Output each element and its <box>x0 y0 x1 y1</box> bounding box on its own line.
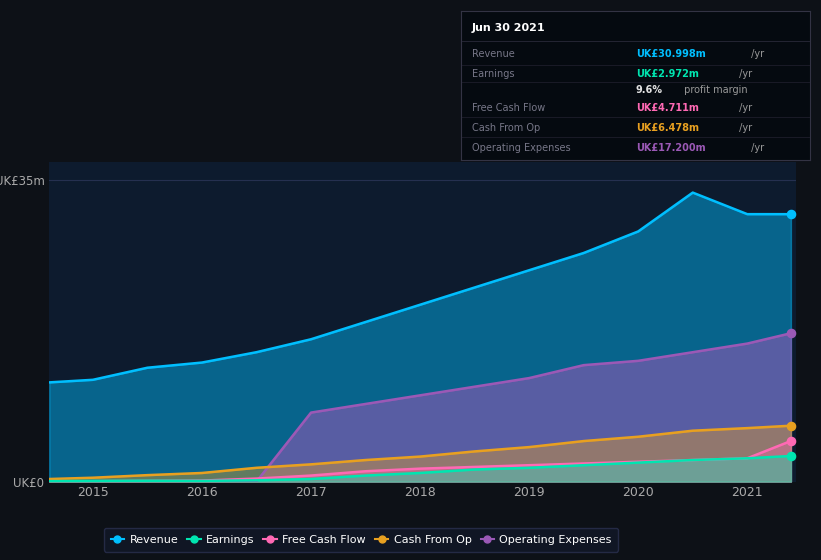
Text: UK£17.200m: UK£17.200m <box>636 143 705 153</box>
Text: Earnings: Earnings <box>472 68 515 78</box>
Text: UK£2.972m: UK£2.972m <box>636 68 699 78</box>
Text: Jun 30 2021: Jun 30 2021 <box>472 23 545 33</box>
Point <box>784 329 797 338</box>
Text: /yr: /yr <box>736 102 753 113</box>
Text: /yr: /yr <box>736 123 753 133</box>
Point <box>784 436 797 445</box>
Text: Cash From Op: Cash From Op <box>472 123 540 133</box>
Point <box>784 209 797 218</box>
Text: /yr: /yr <box>736 68 753 78</box>
Text: /yr: /yr <box>748 49 764 59</box>
Point <box>784 451 797 460</box>
Text: UK£6.478m: UK£6.478m <box>636 123 699 133</box>
Text: Free Cash Flow: Free Cash Flow <box>472 102 545 113</box>
Text: UK£30.998m: UK£30.998m <box>636 49 705 59</box>
Legend: Revenue, Earnings, Free Cash Flow, Cash From Op, Operating Expenses: Revenue, Earnings, Free Cash Flow, Cash … <box>104 528 618 552</box>
Text: /yr: /yr <box>748 143 764 153</box>
Text: 9.6%: 9.6% <box>636 85 663 95</box>
Point <box>784 421 797 430</box>
Text: Revenue: Revenue <box>472 49 515 59</box>
Text: Operating Expenses: Operating Expenses <box>472 143 571 153</box>
Text: UK£4.711m: UK£4.711m <box>636 102 699 113</box>
Text: profit margin: profit margin <box>681 85 747 95</box>
